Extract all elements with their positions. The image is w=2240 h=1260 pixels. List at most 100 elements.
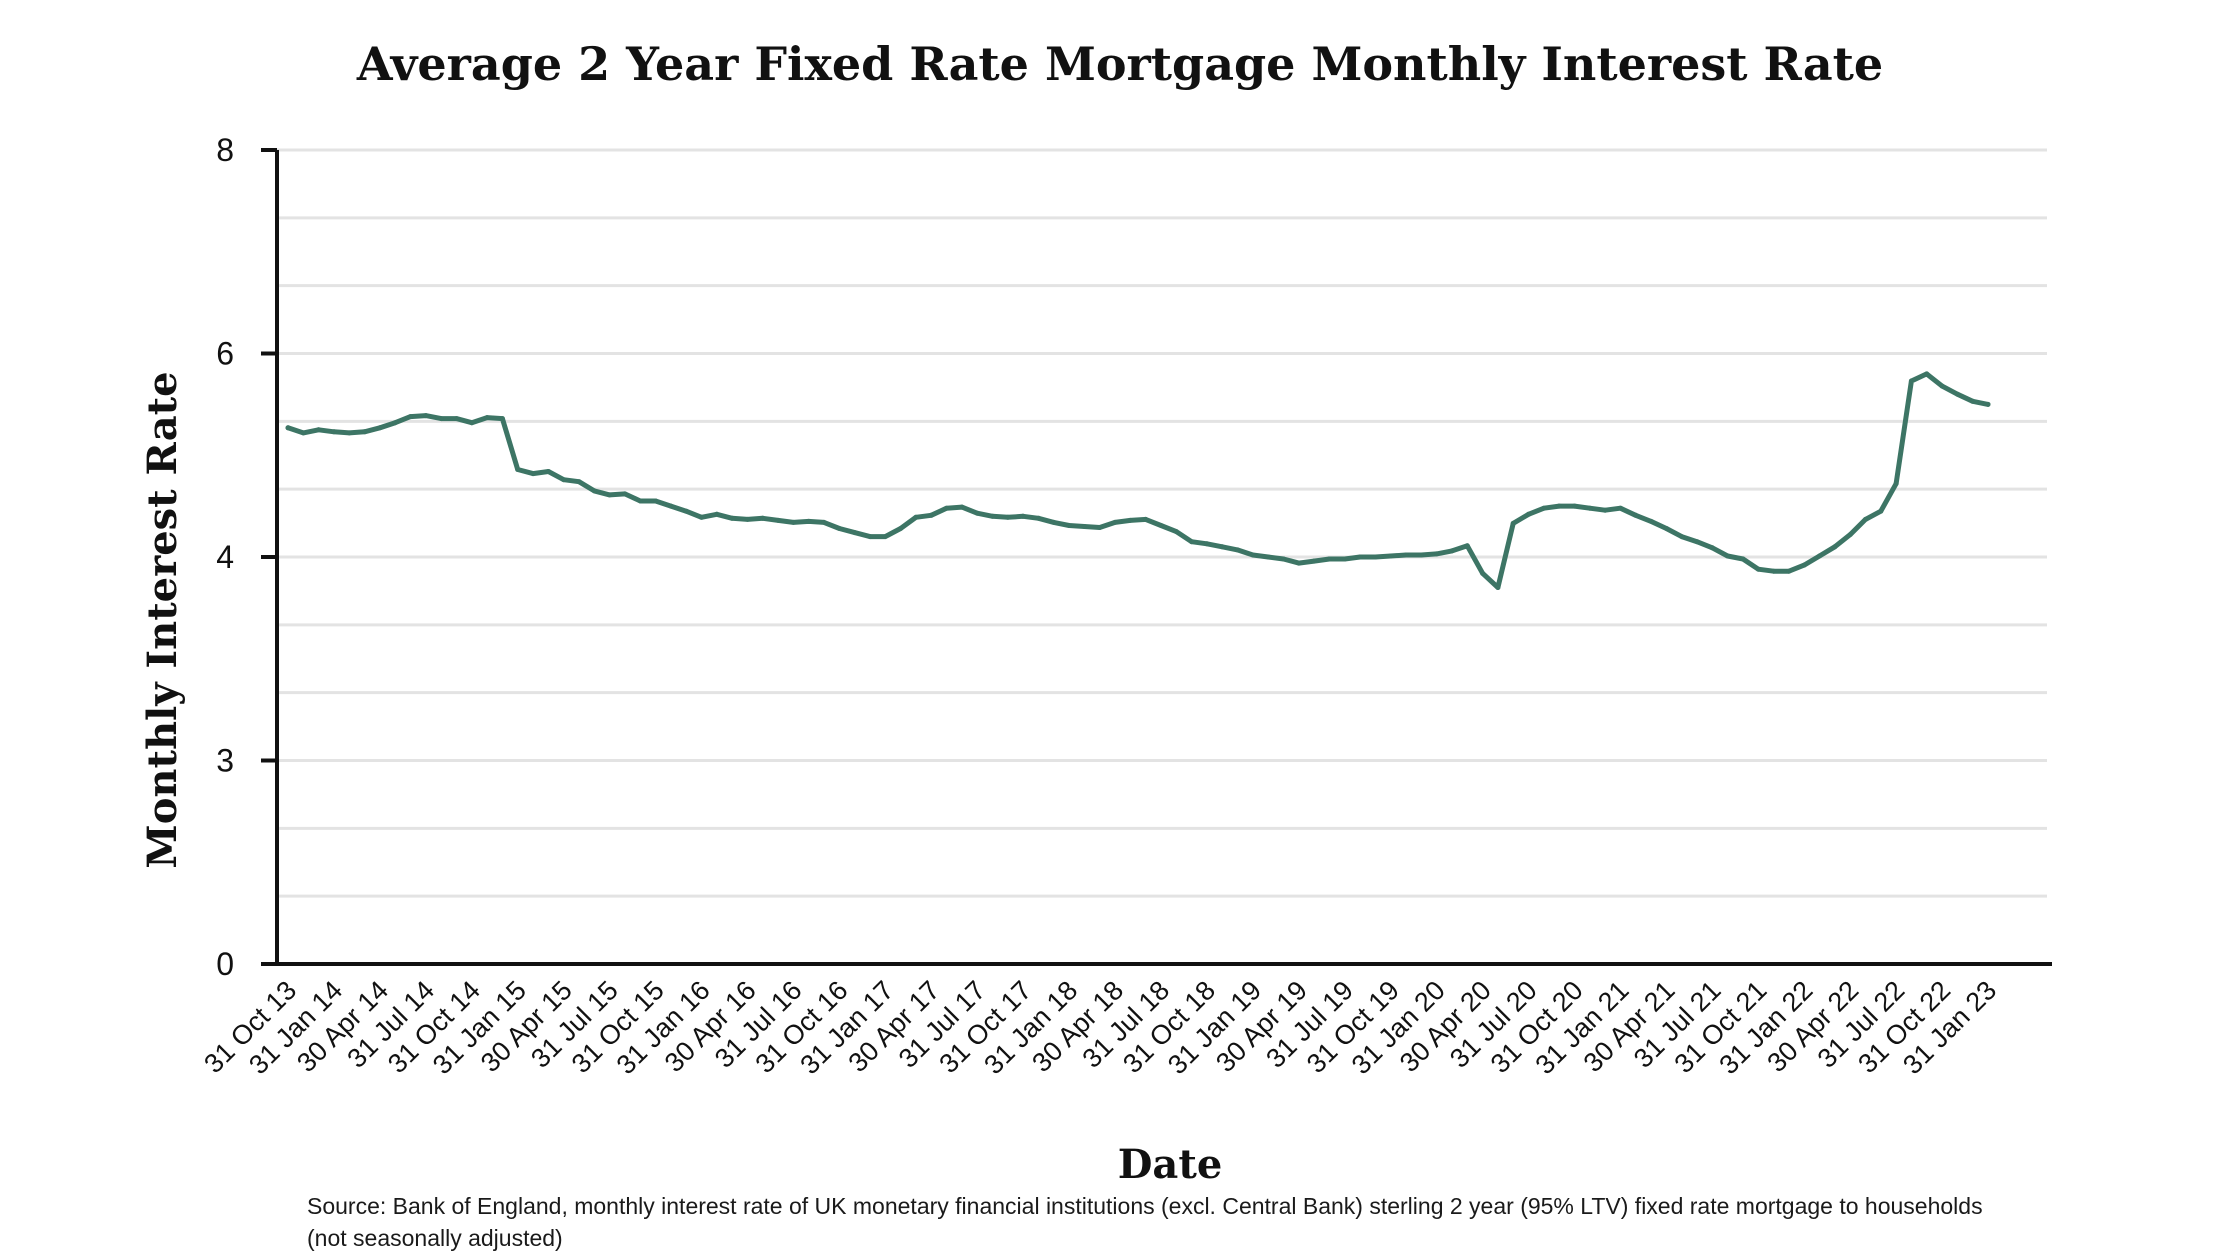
data-point [1250,552,1256,558]
data-point [714,511,720,517]
data-point [637,498,643,504]
data-point [653,498,659,504]
data-point [729,515,735,521]
data-point [1097,525,1103,530]
data-point [1954,391,1960,397]
data-point [1281,556,1286,562]
data-point [867,534,873,540]
data-point [683,508,689,514]
data-point [1265,554,1271,560]
data-point [699,514,704,520]
data-point [1755,566,1761,572]
data-point [1648,518,1654,524]
data-point [1235,547,1240,553]
data-point [408,414,413,420]
data-point [1372,554,1378,560]
data-point [362,429,368,435]
data-point [1464,543,1470,549]
data-point [1434,551,1440,557]
data-point [1832,544,1838,550]
gridlines [277,148,2047,898]
data-point [1970,398,1976,404]
data-point [1112,519,1118,525]
data-point [454,416,459,422]
data-point [331,429,337,435]
y-tick-label: 0 [216,946,234,982]
data-point [1326,556,1332,562]
y-tick-label: 8 [216,132,234,168]
data-point [1617,505,1623,511]
data-point [1740,556,1746,562]
data-point [591,488,597,494]
data-point [1939,383,1945,389]
data-point [1786,568,1792,574]
data-point [1847,532,1853,538]
data-point [1311,558,1317,564]
data-point [1051,519,1057,525]
data-point [898,526,904,531]
data-point [316,427,322,433]
data-point [836,526,842,531]
data-point [285,425,291,431]
y-tick-label: 3 [216,743,234,779]
data-point [1602,507,1608,513]
data-point [1418,552,1424,558]
data-point [1449,548,1455,554]
data-point [806,518,812,524]
data-point [1127,517,1133,523]
data-point [377,425,383,431]
data-point [1510,520,1516,526]
data-point [1985,401,1991,407]
data-point [484,415,490,421]
data-point [1694,539,1700,545]
data-point [1296,560,1302,566]
data-point [821,519,827,525]
data-point [790,519,796,525]
data-point [1357,554,1363,560]
data-point [1173,529,1179,535]
data-point [1204,541,1210,547]
data-point [1817,553,1822,559]
source-note: Source: Bank of England, monthly interes… [307,1193,1983,1251]
data-point [1158,523,1164,528]
data-point [1081,524,1087,529]
data-point [530,471,536,477]
data-point [1526,511,1531,517]
data-point [1863,516,1868,522]
data-point [1572,503,1577,509]
data-point [1495,585,1501,590]
data-point [1587,505,1593,511]
data-point [1219,544,1225,550]
data-point [607,492,613,498]
data-point [1005,514,1011,520]
data-point [576,479,582,485]
data-point [1189,539,1195,545]
data-point [300,430,306,436]
y-tick-label: 6 [216,336,234,372]
data-point [1709,545,1715,551]
data-point [668,503,674,509]
data-point [1020,513,1026,519]
data-point [392,420,398,426]
series-line-monthly-interest-rate [285,371,1991,590]
data-point [852,530,858,536]
x-axis-title: Date [1118,1141,1223,1188]
series-layer [285,371,1991,590]
data-point [944,505,950,511]
data-point [1878,508,1884,514]
data-point [1924,371,1930,377]
data-point [1480,570,1486,576]
data-point [423,413,429,419]
chart-title: Average 2 Year Fixed Rate Mortgage Month… [356,37,1883,91]
data-point [959,504,965,510]
data-point [346,430,352,436]
data-point [1036,515,1041,521]
data-point [913,514,919,520]
data-point [515,467,521,472]
data-point [545,469,551,474]
data-point [928,512,934,518]
data-point [622,491,628,497]
y-axis: 0 3 4 6 8 [216,132,279,982]
